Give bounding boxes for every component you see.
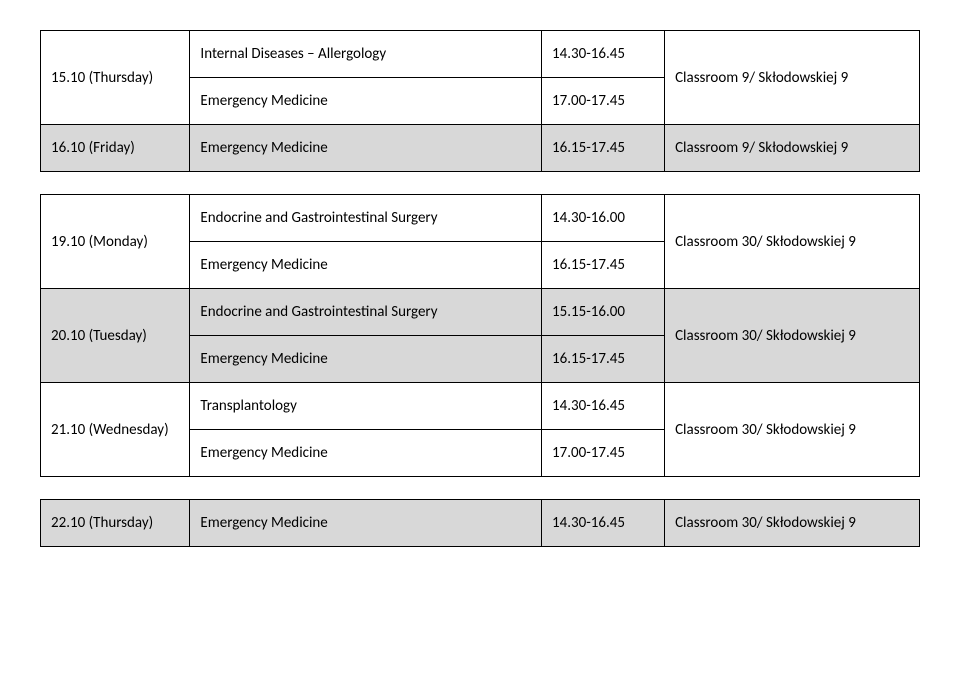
course-cell: Internal Diseases – Allergology	[190, 31, 542, 78]
schedule-table: 22.10 (Thursday)Emergency Medicine14.30-…	[40, 499, 920, 547]
schedule-row: 19.10 (Monday)Endocrine and Gastrointest…	[41, 195, 920, 242]
time-cell: 17.00-17.45	[542, 430, 665, 477]
date-cell: 16.10 (Friday)	[41, 125, 190, 172]
room-cell: Classroom 30/ Skłodowskiej 9	[665, 500, 920, 547]
room-cell: Classroom 30/ Skłodowskiej 9	[665, 289, 920, 383]
date-cell: 15.10 (Thursday)	[41, 31, 190, 125]
room-cell: Classroom 9/ Skłodowskiej 9	[665, 31, 920, 125]
time-cell: 16.15-17.45	[542, 242, 665, 289]
time-cell: 16.15-17.45	[542, 336, 665, 383]
course-cell: Endocrine and Gastrointestinal Surgery	[190, 195, 542, 242]
date-cell: 22.10 (Thursday)	[41, 500, 190, 547]
schedule-row: 22.10 (Thursday)Emergency Medicine14.30-…	[41, 500, 920, 547]
room-cell: Classroom 9/ Skłodowskiej 9	[665, 125, 920, 172]
course-cell: Emergency Medicine	[190, 242, 542, 289]
date-cell: 19.10 (Monday)	[41, 195, 190, 289]
schedule-row: 15.10 (Thursday)Internal Diseases – Alle…	[41, 31, 920, 78]
course-cell: Emergency Medicine	[190, 336, 542, 383]
course-cell: Transplantology	[190, 383, 542, 430]
time-cell: 17.00-17.45	[542, 78, 665, 125]
schedule-row: 16.10 (Friday)Emergency Medicine16.15-17…	[41, 125, 920, 172]
course-cell: Emergency Medicine	[190, 125, 542, 172]
room-cell: Classroom 30/ Skłodowskiej 9	[665, 195, 920, 289]
schedule-table: 19.10 (Monday)Endocrine and Gastrointest…	[40, 194, 920, 477]
course-cell: Endocrine and Gastrointestinal Surgery	[190, 289, 542, 336]
room-cell: Classroom 30/ Skłodowskiej 9	[665, 383, 920, 477]
time-cell: 16.15-17.45	[542, 125, 665, 172]
time-cell: 14.30-16.45	[542, 500, 665, 547]
course-cell: Emergency Medicine	[190, 430, 542, 477]
time-cell: 15.15-16.00	[542, 289, 665, 336]
date-cell: 21.10 (Wednesday)	[41, 383, 190, 477]
time-cell: 14.30-16.45	[542, 383, 665, 430]
course-cell: Emergency Medicine	[190, 78, 542, 125]
course-cell: Emergency Medicine	[190, 500, 542, 547]
schedule-table: 15.10 (Thursday)Internal Diseases – Alle…	[40, 30, 920, 172]
schedule-row: 20.10 (Tuesday)Endocrine and Gastrointes…	[41, 289, 920, 336]
schedule-row: 21.10 (Wednesday)Transplantology14.30-16…	[41, 383, 920, 430]
date-cell: 20.10 (Tuesday)	[41, 289, 190, 383]
time-cell: 14.30-16.45	[542, 31, 665, 78]
time-cell: 14.30-16.00	[542, 195, 665, 242]
